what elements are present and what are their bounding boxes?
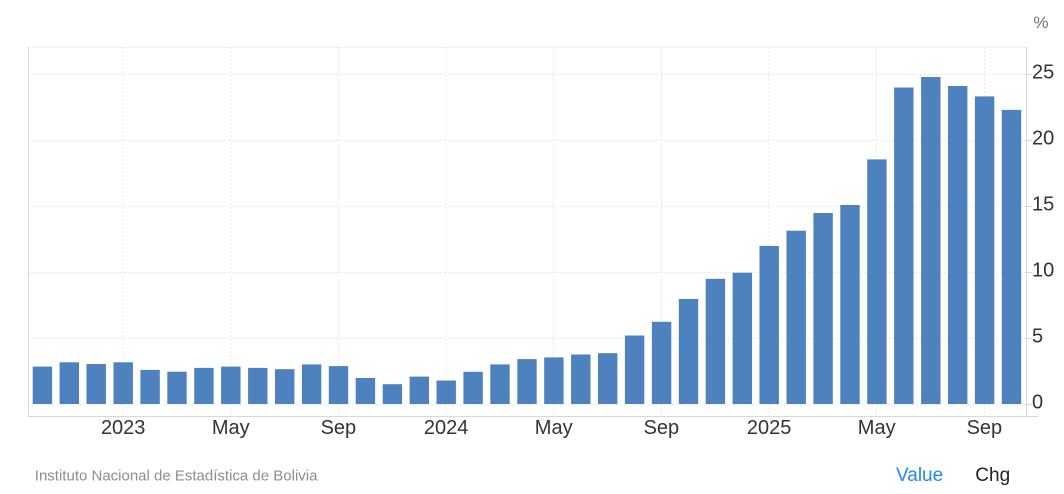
svg-text:0: 0 [1032, 392, 1043, 414]
svg-text:10: 10 [1032, 260, 1054, 282]
svg-text:2023: 2023 [101, 417, 146, 439]
svg-text:Chg: Chg [975, 465, 1010, 486]
svg-text:20: 20 [1032, 128, 1054, 150]
svg-text:Instituto Nacional de Estadíst: Instituto Nacional de Estadística de Bol… [35, 467, 318, 484]
svg-text:Sep: Sep [321, 417, 357, 439]
svg-text:May: May [535, 417, 573, 439]
svg-text:2024: 2024 [424, 417, 469, 439]
svg-text:15: 15 [1032, 194, 1054, 216]
svg-text:May: May [858, 417, 896, 439]
svg-text:Value: Value [896, 465, 943, 486]
svg-text:May: May [212, 417, 250, 439]
svg-text:5: 5 [1032, 326, 1043, 348]
svg-text:%: % [1033, 13, 1048, 32]
svg-text:2025: 2025 [747, 417, 792, 439]
svg-text:Sep: Sep [967, 417, 1003, 439]
svg-text:25: 25 [1032, 62, 1054, 84]
svg-text:Sep: Sep [644, 417, 680, 439]
